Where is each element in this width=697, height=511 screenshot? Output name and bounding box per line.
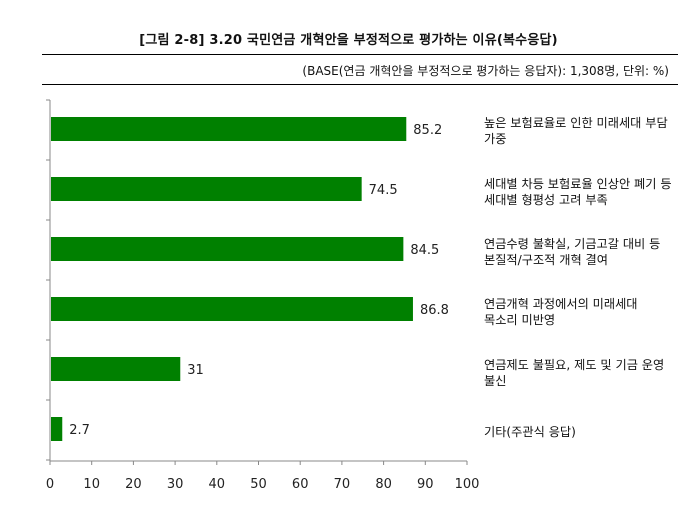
x-tick-label: 0: [46, 477, 54, 492]
x-tick-label: 80: [375, 477, 392, 492]
data-label: 74.5: [369, 183, 398, 198]
bar: [51, 297, 413, 321]
figure-title: [그림 2-8] 3.20 국민연금 개혁안을 부정적으로 평가하는 이유(복수…: [139, 33, 558, 48]
bar: [51, 357, 181, 381]
bar: [51, 237, 404, 261]
data-label: 86.8: [420, 303, 449, 318]
category-label: 기타(주관식 응답): [484, 425, 576, 439]
category-label: 높은 보험료율로 인한 미래세대 부담 가중: [484, 116, 668, 146]
x-tick-label: 10: [83, 477, 100, 492]
x-tick-label: 50: [250, 477, 267, 492]
x-tick-label: 20: [125, 477, 142, 492]
bar: [51, 177, 362, 201]
x-tick-label: 90: [417, 477, 434, 492]
data-label: 84.5: [410, 243, 439, 258]
data-label: 85.2: [413, 123, 442, 138]
x-tick-label: 70: [334, 477, 351, 492]
title-rule-bottom: [42, 84, 678, 85]
category-label: 연금개혁 과정에서의 미래세대 목소리 미반영: [484, 297, 638, 327]
category-label: 연금제도 불필요, 제도 및 기금 운영 불신: [484, 358, 665, 388]
data-label: 31: [187, 363, 204, 378]
data-label: 2.7: [69, 423, 90, 438]
bar: [51, 417, 63, 441]
x-tick-label: 100: [455, 477, 480, 492]
category-label: 연금수령 불확실, 기금고갈 대비 등 본질적/구조적 개혁 결여: [484, 237, 661, 267]
x-tick-label: 60: [292, 477, 309, 492]
x-tick-label: 30: [167, 477, 184, 492]
category-label: 세대별 차등 보험료율 인상안 폐기 등 세대별 형평성 고려 부족: [484, 177, 672, 207]
base-note: (BASE(연금 개혁안을 부정적으로 평가하는 응답자): 1,308명, 단…: [302, 64, 669, 78]
title-rule-top: [42, 54, 678, 55]
bar: [51, 117, 407, 141]
x-tick-label: 40: [209, 477, 226, 492]
